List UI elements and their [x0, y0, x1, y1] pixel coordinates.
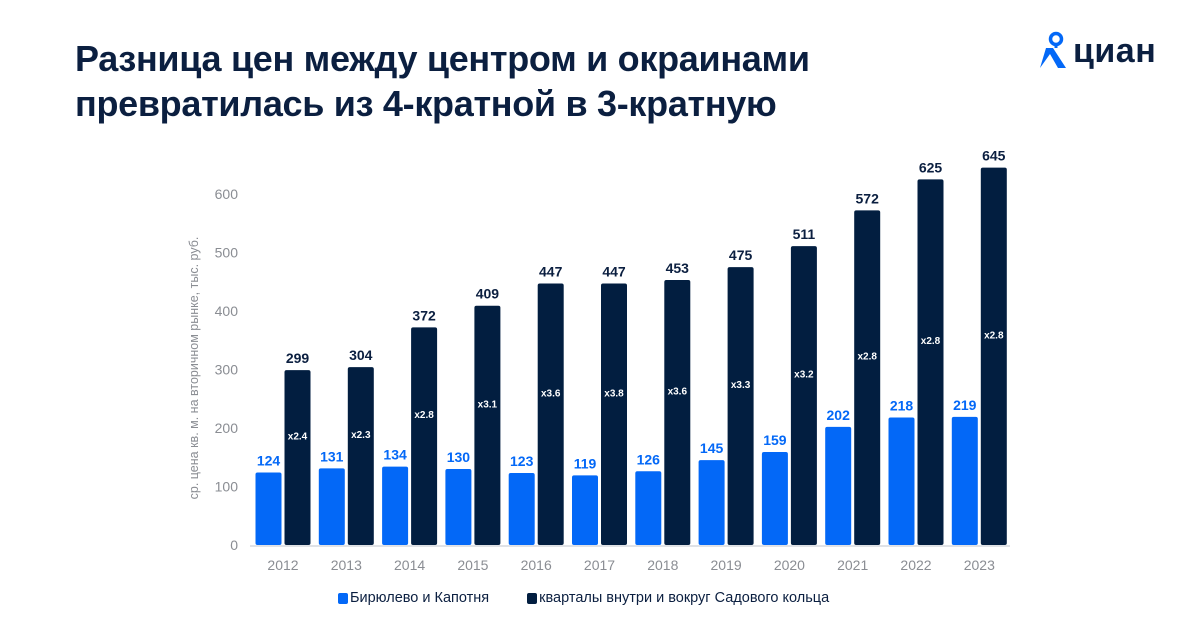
x-tick-label: 2019 [711, 557, 742, 573]
bar-garden-ring-2021 [854, 210, 881, 545]
y-ticks: 0 100 200 300 400 500 600 [215, 186, 239, 553]
y-axis-label: ср. цена кв. м. на вторичном рынке, тыс.… [187, 237, 201, 500]
bars: 124 299 x2.4 131 304 x2.3 134 372 x2.8 130 409 x3.1… [255, 148, 1007, 546]
x-tick-label: 2021 [837, 557, 868, 573]
bar-biryulevo-2015 [445, 468, 472, 545]
ratio-label-2013: x2.3 [351, 430, 371, 441]
data-label-garden-ring-2017: 447 [602, 264, 626, 280]
bar-garden-ring-2015 [474, 305, 501, 545]
x-tick-label: 2017 [584, 557, 615, 573]
legend-swatch-garden-ring [527, 592, 538, 604]
bar-biryulevo-2018 [635, 471, 662, 545]
legend-item-biryulevo: Бирюлево и Капотня [338, 590, 489, 606]
bar-garden-ring-2020 [790, 246, 817, 545]
bar-garden-ring-2014 [411, 327, 438, 545]
bar-biryulevo-2013 [318, 468, 345, 545]
y-axis-label-group: ср. цена кв. м. на вторичном рынке, тыс.… [187, 237, 201, 500]
bar-biryulevo-2020 [761, 451, 788, 545]
x-tick-label: 2015 [457, 557, 488, 573]
x-tick-label: 2013 [331, 557, 362, 573]
bar-garden-ring-2013 [347, 367, 374, 545]
data-label-biryulevo-2012: 124 [257, 452, 281, 468]
location-pin-person-icon [1040, 31, 1066, 68]
bar-garden-ring-2023 [980, 167, 1007, 546]
legend-label-garden-ring: кварталы внутри и вокруг Садового кольца [539, 590, 830, 606]
data-label-biryulevo-2016: 123 [510, 453, 534, 469]
y-tick-label: 500 [215, 245, 239, 261]
bar-biryulevo-2012 [255, 472, 282, 545]
data-label-garden-ring-2018: 453 [666, 260, 690, 276]
data-label-biryulevo-2020: 159 [763, 432, 787, 448]
data-label-garden-ring-2013: 304 [349, 347, 373, 363]
logo-text: циан [1073, 32, 1157, 70]
y-tick-label: 600 [215, 186, 239, 202]
data-label-garden-ring-2016: 447 [539, 264, 563, 280]
x-ticks: 2012 2013 2014 2015 2016 2017 2018 2019 2020 2021… [267, 557, 995, 573]
ratio-label-2019: x3.3 [731, 380, 751, 391]
ratio-label-2021: x2.8 [857, 352, 877, 363]
y-tick-label: 300 [215, 362, 239, 378]
data-label-biryulevo-2013: 131 [320, 448, 344, 464]
ratio-label-2017: x3.8 [604, 388, 624, 399]
ratio-label-2014: x2.8 [414, 410, 434, 421]
data-label-garden-ring-2014: 372 [412, 307, 436, 323]
bar-biryulevo-2016 [508, 473, 535, 545]
ratio-label-2023: x2.8 [984, 330, 1004, 341]
data-label-biryulevo-2018: 126 [637, 451, 661, 467]
y-tick-label: 400 [215, 303, 239, 319]
bar-garden-ring-2019 [727, 267, 754, 545]
chart-title-line-1: Разница цен между центром и окраинами [75, 38, 810, 79]
ratio-label-2022: x2.8 [921, 336, 941, 347]
ratio-label-2015: x3.1 [478, 399, 498, 410]
bar-biryulevo-2022 [888, 417, 915, 545]
data-label-garden-ring-2012: 299 [286, 350, 310, 366]
data-label-biryulevo-2015: 130 [447, 449, 471, 465]
data-label-garden-ring-2021: 572 [856, 190, 880, 206]
data-label-garden-ring-2022: 625 [919, 159, 943, 175]
cian-logo: циан [1036, 30, 1166, 78]
legend: Бирюлево и Капотня кварталы внутри и вок… [338, 590, 829, 606]
y-tick-label: 0 [230, 537, 238, 553]
data-label-biryulevo-2014: 134 [383, 447, 407, 463]
x-tick-label: 2016 [521, 557, 552, 573]
data-label-garden-ring-2015: 409 [476, 286, 500, 302]
legend-item-garden-ring: кварталы внутри и вокруг Садового кольца [527, 590, 829, 606]
x-tick-label: 2022 [900, 557, 931, 573]
bar-biryulevo-2019 [698, 460, 725, 545]
data-label-biryulevo-2019: 145 [700, 440, 724, 456]
data-label-garden-ring-2019: 475 [729, 247, 753, 263]
data-label-garden-ring-2023: 645 [982, 148, 1006, 164]
bar-garden-ring-2016 [537, 283, 564, 545]
data-label-biryulevo-2023: 219 [953, 397, 977, 413]
bar-garden-ring-2022 [917, 179, 944, 545]
bar-biryulevo-2023 [951, 416, 978, 545]
x-tick-label: 2014 [394, 557, 425, 573]
x-tick-label: 2018 [647, 557, 678, 573]
legend-label-biryulevo: Бирюлево и Капотня [350, 590, 490, 606]
x-tick-label: 2020 [774, 557, 805, 573]
chart-title: Разница цен между центром и окраинами пр… [75, 36, 810, 126]
ratio-label-2016: x3.6 [541, 388, 561, 399]
x-tick-label: 2023 [964, 557, 995, 573]
x-tick-label: 2012 [267, 557, 298, 573]
y-tick-label: 100 [215, 479, 239, 495]
bar-biryulevo-2021 [825, 426, 852, 545]
ratio-label-2012: x2.4 [288, 432, 308, 443]
legend-swatch-biryulevo [338, 592, 348, 604]
ratio-label-2018: x3.6 [668, 386, 688, 397]
bar-garden-ring-2018 [664, 279, 691, 545]
y-tick-label: 200 [215, 420, 239, 436]
bar-garden-ring-2012 [284, 370, 311, 545]
bar-biryulevo-2017 [572, 475, 598, 545]
data-label-biryulevo-2017: 119 [574, 455, 597, 471]
data-label-biryulevo-2021: 202 [827, 407, 851, 423]
bar-garden-ring-2017 [601, 283, 627, 545]
bar-biryulevo-2014 [382, 466, 409, 545]
ratio-label-2020: x3.2 [794, 370, 814, 381]
data-label-garden-ring-2020: 511 [793, 226, 816, 242]
chart-title-line-2: превратилась из 4-кратной в 3-кратную [75, 83, 777, 124]
data-label-biryulevo-2022: 218 [890, 397, 914, 413]
